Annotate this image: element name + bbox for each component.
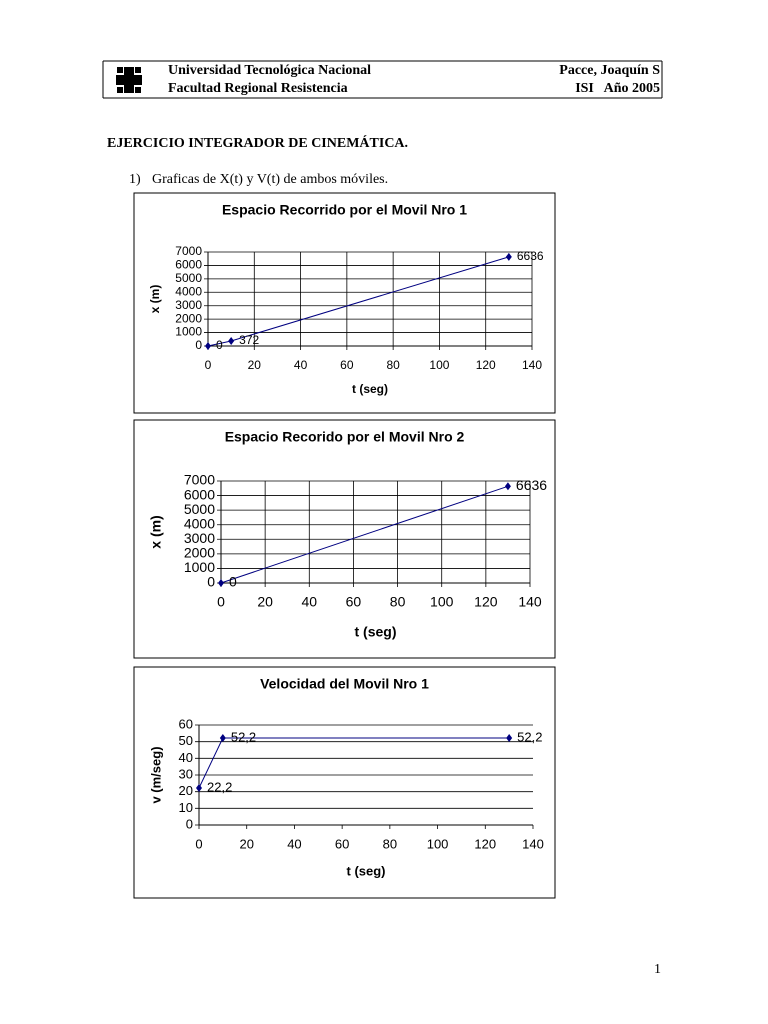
y-tick-label: 10	[179, 800, 193, 815]
y-tick-label: 2000	[184, 545, 215, 561]
x-tick-label: 140	[522, 836, 544, 851]
chart-frame	[133, 666, 556, 899]
chart-frame	[133, 192, 556, 414]
y-tick-label: 1000	[175, 325, 202, 339]
data-point	[504, 482, 511, 491]
y-tick-label: 6000	[175, 258, 202, 272]
data-point	[196, 784, 202, 792]
chart-title: Espacio Recorido por el Movil Nro 2	[225, 429, 465, 445]
y-axis-label: x (m)	[148, 515, 164, 548]
data-label: 52,2	[517, 729, 542, 744]
list-text: Graficas de X(t) y V(t) de ambos móviles…	[152, 172, 388, 187]
x-tick-label: 120	[476, 358, 496, 372]
x-tick-label: 40	[294, 358, 308, 372]
data-point	[228, 337, 235, 346]
x-tick-label: 80	[383, 836, 397, 851]
data-label: 372	[239, 333, 259, 347]
header: Universidad Tecnológica Nacional Faculta…	[102, 60, 663, 99]
y-tick-label: 7000	[175, 244, 202, 258]
x-tick-label: 20	[248, 358, 262, 372]
data-label: 52,2	[231, 729, 256, 744]
x-tick-label: 100	[430, 594, 454, 610]
y-tick-label: 4000	[184, 515, 215, 531]
x-tick-label: 20	[239, 836, 253, 851]
x-tick-label: 120	[474, 836, 496, 851]
x-tick-label: 40	[301, 594, 317, 610]
y-tick-label: 50	[179, 733, 193, 748]
data-line	[220, 485, 509, 584]
y-tick-label: 7000	[184, 472, 215, 488]
data-label: 0	[216, 338, 223, 352]
course: ISI Año 2005	[575, 81, 660, 96]
faculty: Facultad Regional Resistencia	[168, 81, 348, 96]
x-tick-label: 140	[518, 594, 542, 610]
y-axis-label: x (m)	[148, 285, 162, 314]
y-tick-label: 20	[179, 783, 193, 798]
data-point	[505, 252, 512, 261]
y-tick-label: 0	[186, 816, 193, 831]
data-label: 0	[229, 574, 237, 590]
x-tick-label: 20	[257, 594, 273, 610]
data-label: 6636	[517, 249, 544, 263]
x-tick-label: 140	[522, 358, 542, 372]
data-label: 22,2	[207, 779, 232, 794]
x-tick-label: 0	[205, 358, 212, 372]
chart-title: Espacio Recorrido por el Movil Nro 1	[222, 202, 467, 218]
institution: Universidad Tecnológica Nacional	[168, 63, 371, 78]
y-tick-label: 0	[195, 338, 202, 352]
y-tick-label: 2000	[175, 311, 202, 325]
y-tick-label: 5000	[175, 271, 202, 285]
x-tick-label: 60	[340, 358, 354, 372]
y-tick-label: 60	[179, 716, 193, 731]
data-point	[219, 734, 226, 742]
x-tick-label: 120	[474, 594, 498, 610]
x-tick-label: 100	[429, 358, 449, 372]
y-tick-label: 3000	[184, 530, 215, 546]
y-tick-label: 4000	[175, 284, 202, 298]
x-tick-label: 60	[346, 594, 362, 610]
x-tick-label: 0	[195, 836, 202, 851]
y-tick-label: 40	[179, 750, 193, 765]
data-point	[506, 734, 513, 742]
chart-title: Velocidad del Movil Nro 1	[260, 676, 429, 692]
y-tick-label: 5000	[184, 501, 215, 517]
y-tick-label: 30	[179, 766, 193, 781]
chart: Espacio Recorido por el Movil Nro 201000…	[133, 419, 556, 659]
heading: EJERCICIO INTEGRADOR DE CINEMÁTICA.	[107, 134, 408, 151]
data-point	[218, 579, 224, 587]
x-tick-label: 60	[335, 836, 349, 851]
x-tick-label: 80	[386, 358, 400, 372]
page-number: 1	[654, 962, 661, 977]
x-axis-label: t (seg)	[347, 863, 386, 878]
y-tick-label: 3000	[175, 298, 202, 312]
x-tick-label: 100	[427, 836, 449, 851]
y-tick-label: 0	[207, 574, 215, 590]
y-axis-label: v (m/seg)	[148, 746, 163, 803]
x-tick-label: 0	[217, 594, 225, 610]
logo	[116, 67, 142, 93]
y-tick-label: 6000	[184, 486, 215, 502]
chart: Espacio Recorrido por el Movil Nro 10100…	[133, 192, 556, 414]
data-label: 6636	[516, 477, 547, 493]
x-tick-label: 40	[287, 836, 301, 851]
y-tick-label: 1000	[184, 559, 215, 575]
author: Pacce, Joaquín S	[559, 63, 660, 78]
x-tick-label: 80	[390, 594, 406, 610]
list-marker: 1)	[129, 172, 141, 187]
x-axis-label: t (seg)	[355, 624, 397, 640]
data-point	[205, 342, 211, 350]
x-axis-label: t (seg)	[352, 382, 388, 396]
